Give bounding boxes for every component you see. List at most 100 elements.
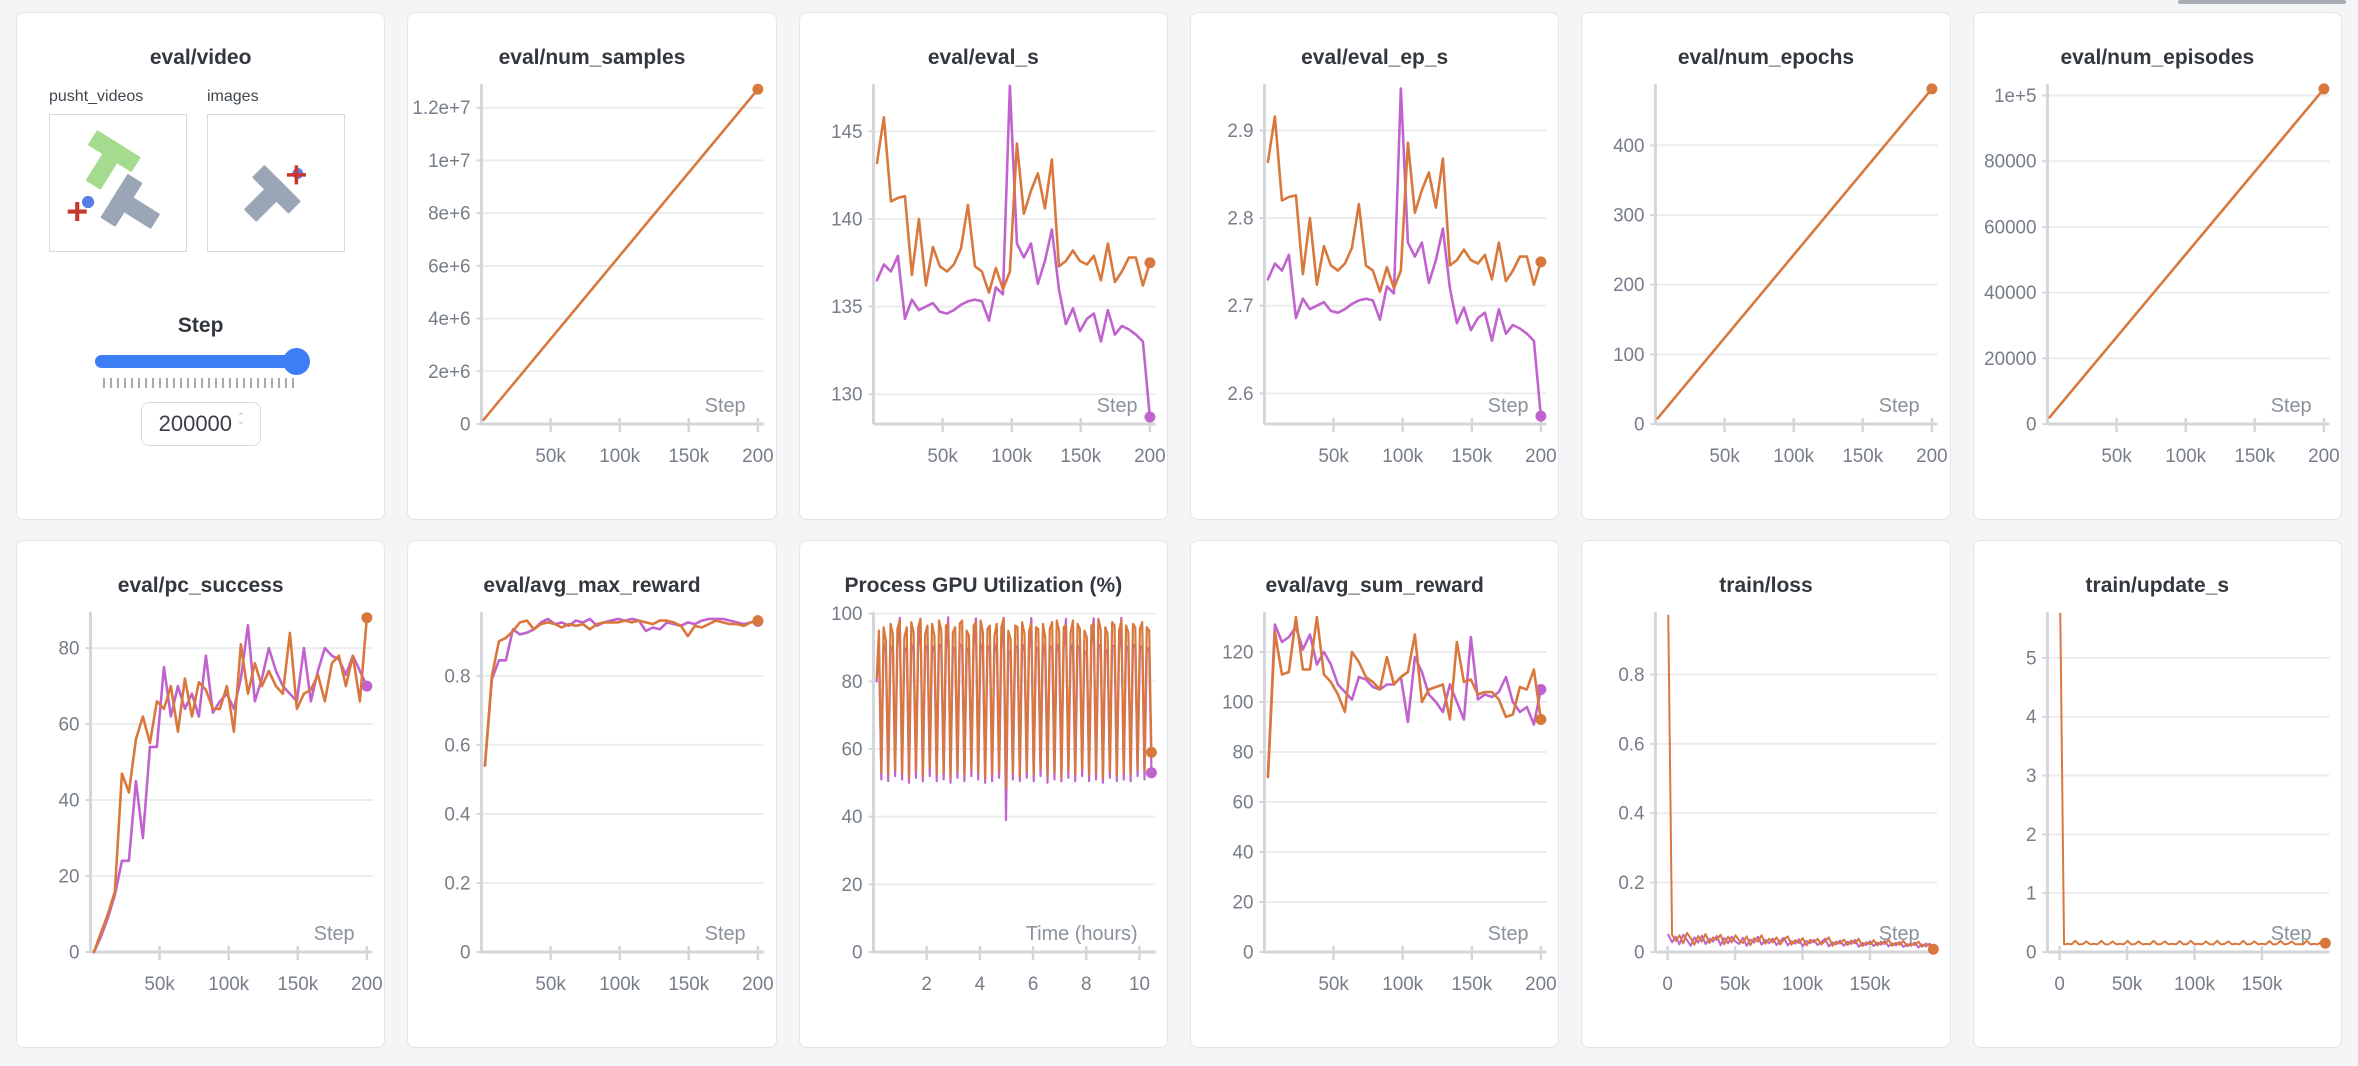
svg-text:200: 200 (1525, 974, 1556, 995)
svg-text:Time (hours): Time (hours) (1026, 923, 1138, 945)
svg-text:150k: 150k (669, 974, 710, 995)
target-cross (286, 165, 306, 185)
chart-title: eval/num_episodes (2060, 46, 2255, 69)
svg-text:0: 0 (1663, 974, 1673, 995)
svg-text:2.9: 2.9 (1227, 121, 1253, 142)
step-slider-tick-ruler (102, 378, 299, 389)
svg-text:150k: 150k (2234, 446, 2275, 467)
chart-title: eval/avg_sum_reward (1265, 574, 1484, 597)
target-cross (67, 202, 87, 222)
svg-text:0: 0 (460, 943, 470, 964)
svg-text:Step: Step (1488, 395, 1529, 417)
chart-panel: eval/num_epochs 0 100 200 300 400 50k 100k 150k… (1581, 12, 1951, 520)
svg-text:0: 0 (1634, 415, 1644, 436)
svg-text:0.4: 0.4 (1619, 804, 1645, 825)
svg-text:Step: Step (2270, 923, 2311, 945)
images-thumbnail[interactable] (207, 114, 345, 253)
chart-canvas[interactable]: 0 2e+6 4e+6 6e+6 8e+6 1e+7 1.2e+7 50k 100k 150k 20… (408, 72, 775, 508)
stepper-spinners[interactable]: ˆ ˇ (239, 412, 243, 434)
step-slider-knob[interactable] (282, 348, 310, 376)
svg-text:100k: 100k (1382, 446, 1423, 467)
thumbnail-row: pusht_videos (17, 88, 345, 253)
svg-text:50k: 50k (536, 974, 567, 995)
svg-text:Step: Step (1879, 395, 1920, 417)
svg-text:20000: 20000 (1984, 349, 2036, 370)
svg-text:0.2: 0.2 (445, 874, 471, 895)
chart-canvas[interactable]: 0 20 40 60 80 100 2 4 6 8 10 Time (hours) (800, 600, 1167, 1036)
svg-text:80: 80 (1233, 743, 1254, 764)
svg-text:50k: 50k (536, 446, 567, 467)
step-slider[interactable] (94, 348, 310, 376)
chart-canvas[interactable]: 130 135 140 145 50k 100k 150k 200 Step (800, 72, 1167, 508)
svg-text:Step: Step (1488, 923, 1529, 945)
thumb-label: images (207, 88, 259, 106)
svg-text:145: 145 (831, 122, 862, 143)
svg-text:150k: 150k (1060, 446, 1101, 467)
svg-text:0: 0 (2054, 974, 2064, 995)
chart-canvas[interactable]: 0 0.2 0.4 0.6 0.8 50k 100k 150k 200 Step (408, 600, 775, 1036)
svg-text:0.8: 0.8 (445, 666, 471, 687)
step-increment-icon[interactable]: ˆ (239, 412, 243, 425)
svg-text:0: 0 (1243, 943, 1253, 964)
svg-text:40: 40 (59, 791, 80, 812)
svg-text:20: 20 (841, 875, 862, 896)
chart-panel: Process GPU Utilization (%) 0 20 40 60 80 100… (798, 540, 1168, 1048)
svg-text:140: 140 (831, 210, 862, 231)
svg-text:150k: 150k (669, 446, 710, 467)
svg-text:0.8: 0.8 (1619, 665, 1645, 686)
pusht-videos-thumbnail[interactable] (49, 114, 187, 253)
svg-text:200: 200 (1916, 446, 1947, 467)
svg-text:1: 1 (2026, 884, 2036, 905)
top-scrollbar-thumb[interactable] (2178, 0, 2346, 4)
chart-panel: eval/num_samples 0 2e+6 4e+6 6e+6 8e+6 1e+7 1.… (407, 12, 777, 520)
svg-text:150k: 150k (1451, 446, 1492, 467)
svg-text:150k: 150k (1451, 974, 1492, 995)
step-number-input[interactable]: 200000 ˆ ˇ (140, 402, 261, 447)
svg-text:200: 200 (742, 446, 773, 467)
svg-text:1.2e+7: 1.2e+7 (413, 98, 471, 119)
chart-canvas[interactable]: 0 1 2 3 4 5 0 50k 100k 150k Step (1974, 600, 2341, 1036)
svg-text:100k: 100k (2165, 446, 2206, 467)
step-value[interactable]: 200000 (158, 411, 233, 437)
chart-canvas[interactable]: 0 20000 40000 60000 80000 1e+5 50k 100k 150k 200 S… (1974, 72, 2341, 508)
svg-text:0.6: 0.6 (445, 736, 471, 757)
step-decrement-icon[interactable]: ˇ (239, 421, 243, 434)
svg-text:Step: Step (2270, 395, 2311, 417)
chart-canvas[interactable]: 0 20 40 60 80 100 120 50k 100k 150k 200 Step (1191, 600, 1558, 1036)
svg-text:150k: 150k (2241, 974, 2282, 995)
svg-text:4e+6: 4e+6 (428, 309, 470, 330)
svg-text:0: 0 (460, 415, 470, 436)
chart-panel: eval/eval_ep_s 2.6 2.7 2.8 2.9 50k 100k 150k 20… (1190, 12, 1560, 520)
svg-text:8: 8 (1081, 974, 1091, 995)
svg-text:100k: 100k (600, 974, 641, 995)
svg-text:2.6: 2.6 (1227, 384, 1253, 405)
svg-text:150k: 150k (277, 974, 318, 995)
svg-text:60: 60 (841, 740, 862, 761)
svg-text:100k: 100k (1382, 974, 1423, 995)
chart-canvas[interactable]: 2.6 2.7 2.8 2.9 50k 100k 150k 200 Step (1191, 72, 1558, 508)
svg-text:100k: 100k (1782, 974, 1823, 995)
svg-text:0.6: 0.6 (1619, 734, 1645, 755)
svg-text:6: 6 (1027, 974, 1037, 995)
svg-text:50k: 50k (1318, 974, 1349, 995)
svg-text:100k: 100k (1774, 446, 1815, 467)
step-slider-track[interactable] (94, 355, 307, 369)
svg-text:0: 0 (2026, 943, 2036, 964)
svg-text:Step: Step (705, 395, 746, 417)
svg-text:0: 0 (2026, 415, 2036, 436)
svg-text:100: 100 (831, 604, 862, 625)
svg-text:4: 4 (974, 974, 984, 995)
svg-text:3: 3 (2026, 766, 2036, 787)
chart-canvas[interactable]: 0 20 40 60 80 50k 100k 150k 200 Step (17, 600, 384, 1036)
svg-text:100: 100 (1222, 693, 1253, 714)
svg-text:2.8: 2.8 (1227, 209, 1253, 230)
agent-dot (81, 196, 95, 209)
svg-text:100k: 100k (600, 446, 641, 467)
thumb-block-images: images (207, 88, 345, 253)
svg-text:200: 200 (351, 974, 382, 995)
svg-text:120: 120 (1222, 643, 1253, 664)
svg-text:0.2: 0.2 (1619, 873, 1645, 894)
chart-canvas[interactable]: 0 100 200 300 400 50k 100k 150k 200 Step (1582, 72, 1949, 508)
thumb-block-pusht-videos: pusht_videos (49, 88, 187, 253)
